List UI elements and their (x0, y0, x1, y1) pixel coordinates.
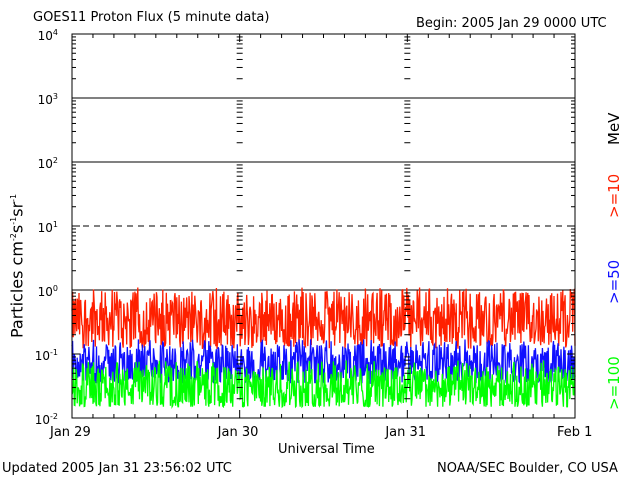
y-tick-label: 10-1 (34, 348, 58, 363)
legend-p50: >=50 (605, 259, 623, 304)
chart-title: GOES11 Proton Flux (5 minute data) (33, 10, 270, 25)
y-tick-label: 10-2 (34, 412, 58, 427)
threshold-lines (72, 97, 575, 291)
y-tick-label: 104 (37, 28, 58, 43)
x-tick-label: Jan 31 (385, 425, 427, 440)
x-tick-label: Jan 30 (217, 425, 259, 440)
series-p10 (71, 287, 576, 350)
y-tick-label: 100 (37, 284, 58, 299)
legend-p10: >=10 (605, 173, 623, 218)
axis-ticks (71, 34, 576, 419)
x-tick-label: Feb 1 (557, 425, 593, 440)
legend-unit: MeV (605, 112, 623, 145)
y-axis-label: Particles cm-2s-1sr-1 (7, 193, 27, 338)
updated-timestamp: Updated 2005 Jan 31 23:56:02 UTC (2, 461, 232, 476)
credit-line: NOAA/SEC Boulder, CO USA (437, 461, 618, 476)
y-tick-label: 101 (37, 220, 58, 235)
y-tick-label: 102 (37, 156, 58, 171)
x-tick-label: Jan 29 (50, 425, 91, 440)
x-axis-label: Universal Time (278, 442, 375, 457)
y-tick-label: 103 (37, 92, 58, 107)
series-layer (71, 287, 576, 409)
series-p100 (71, 360, 576, 409)
series-p50 (71, 339, 576, 386)
begin-time: Begin: 2005 Jan 29 0000 UTC (416, 16, 607, 31)
legend-p100: >=100 (605, 356, 623, 410)
plot-frame (71, 33, 576, 419)
